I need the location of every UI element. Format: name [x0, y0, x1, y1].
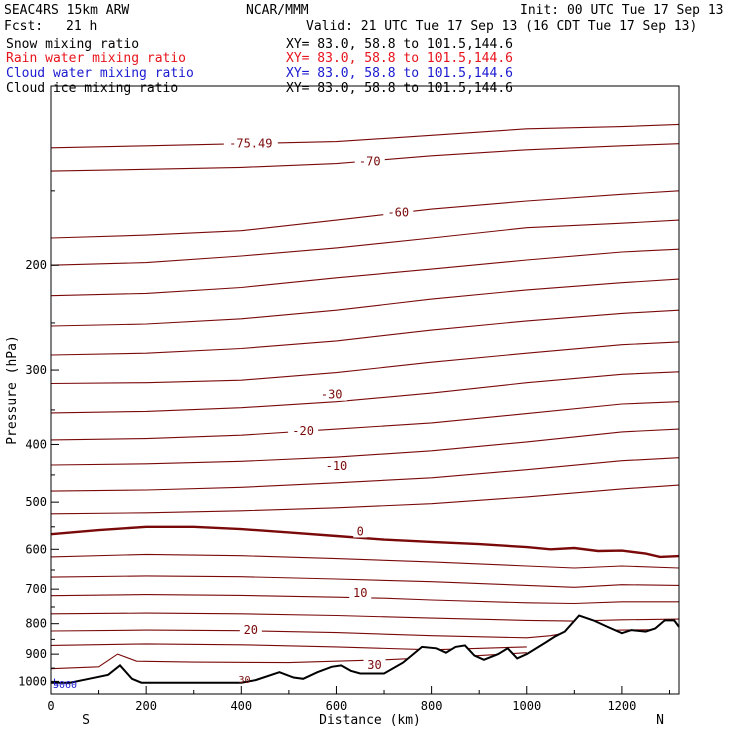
- contour-label-bg-1: [354, 154, 385, 168]
- legend-label-snow: Snow mixing ratio: [6, 37, 139, 52]
- header: SEAC4RS 15km ARW NCAR/MMM Init: 00 UTC T…: [4, 3, 724, 34]
- contour-label-bg-16: [349, 585, 372, 599]
- contour-line-4: [50, 248, 680, 297]
- x-axis: 0 200 400 600 800 1000 1200: [47, 686, 670, 713]
- contour-line-6: [50, 309, 680, 356]
- small-label-2: 30: [239, 675, 251, 686]
- temperature-contours: [50, 123, 680, 670]
- y-tick-label-1: 300: [25, 363, 47, 377]
- contour-label-bg-11: [321, 459, 352, 473]
- valid-time: Valid: 21 UTC Tue 17 Sep 13 (16 CDT Tue …: [306, 19, 697, 34]
- x-tick-label-1: 200: [135, 699, 157, 713]
- contour-line-16: [50, 594, 679, 605]
- plot-frame: [50, 85, 680, 695]
- fcst-label: Fcst:: [4, 19, 43, 34]
- contour-line-5: [50, 278, 680, 327]
- legend-label-rain: Rain water mixing ratio: [6, 51, 186, 66]
- terrain: [51, 614, 680, 694]
- contour-line-2: [50, 190, 680, 239]
- y-tick-label-0: 200: [25, 258, 47, 272]
- legend-label-cloud-ice: Cloud ice mixing ratio: [6, 81, 178, 96]
- contour-label-7: -30: [321, 388, 343, 402]
- contour-line-0: [50, 123, 680, 149]
- contour-line-3: [50, 219, 680, 266]
- contour-label-1: -70: [359, 155, 381, 169]
- contour-label-20: 30: [367, 658, 381, 672]
- contour-line-13: [50, 525, 680, 559]
- contour-label-bg-18: [239, 623, 262, 637]
- small-label-1: 5060: [53, 680, 77, 691]
- x-end-label-left: S: [82, 713, 90, 728]
- contour-line-19: [50, 643, 527, 651]
- x-tick-label-2: 400: [230, 699, 252, 713]
- contour-line-10: [50, 428, 680, 466]
- y-tick-label-3: 500: [25, 495, 47, 509]
- x-end-label-right: N: [656, 713, 664, 728]
- contour-line-9: [50, 401, 680, 441]
- contour-line-8: [50, 371, 680, 414]
- legend-xy-cloud-ice: XY= 83.0, 58.8 to 101.5,144.6: [286, 81, 513, 96]
- contour-line-11: [50, 457, 680, 492]
- y-tick-label-2: 400: [25, 437, 47, 451]
- legend-xy-cloud-water: XY= 83.0, 58.8 to 101.5,144.6: [286, 66, 513, 81]
- x-tick-label-0: 0: [47, 699, 54, 713]
- y-tick-label-4: 600: [25, 542, 47, 556]
- contour-label-18: 20: [244, 623, 258, 637]
- contour-line-17: [50, 612, 680, 622]
- contour-label-16: 10: [353, 586, 367, 600]
- contour-label-bg-13: [353, 524, 368, 538]
- contour-label-bg-7: [316, 387, 347, 401]
- x-tick-label-5: 1000: [512, 699, 541, 713]
- y-tick-label-6: 800: [25, 617, 47, 631]
- y-tick-label-7: 900: [25, 647, 47, 661]
- small-label-0: L: [53, 677, 59, 688]
- y-tick-label-5: 700: [25, 582, 47, 596]
- y-axis-label: Pressure (hPa): [5, 335, 20, 445]
- contour-label-bg-0: [223, 136, 278, 150]
- contour-line-14: [50, 553, 680, 569]
- contour-line-7: [50, 341, 680, 385]
- contour-label-0: -75.49: [229, 137, 272, 151]
- y-axis: 200 300 400 500 600 700 800 900 1000: [18, 190, 59, 688]
- legend-xy-rain: XY= 83.0, 58.8 to 101.5,144.6: [286, 51, 513, 66]
- org-label: NCAR/MMM: [246, 3, 309, 18]
- model-title: SEAC4RS 15km ARW: [4, 3, 129, 18]
- contour-label-2: -60: [387, 205, 409, 219]
- contour-labels: -75.49 -70 -60 -30 -20 -10 0 10 20 30: [223, 136, 414, 672]
- contour-label-13: 0: [357, 524, 364, 538]
- x-tick-label-6: 1200: [607, 699, 636, 713]
- contour-line-12: [50, 484, 680, 515]
- contour-label-bg-9: [288, 424, 319, 438]
- contour-label-bg-2: [383, 205, 414, 219]
- legend-label-cloud-water: Cloud water mixing ratio: [6, 66, 194, 81]
- x-tick-label-4: 800: [421, 699, 443, 713]
- terrain-line: [51, 614, 680, 684]
- legend-xy-snow: XY= 83.0, 58.8 to 101.5,144.6: [286, 37, 513, 52]
- x-axis-label: Distance (km): [319, 713, 421, 728]
- legend: Snow mixing ratio XY= 83.0, 58.8 to 101.…: [6, 37, 513, 96]
- terrain-fill: [51, 615, 679, 694]
- x-tick-label-3: 600: [326, 699, 348, 713]
- init-time: Init: 00 UTC Tue 17 Sep 13: [520, 3, 724, 18]
- contour-label-9: -20: [292, 424, 314, 438]
- y-tick-label-8: 1000: [18, 674, 47, 688]
- contour-line-15: [50, 575, 680, 588]
- contour-label-bg-20: [363, 657, 386, 671]
- contour-label-11: -10: [326, 459, 348, 473]
- fcst-value: 21 h: [66, 19, 97, 34]
